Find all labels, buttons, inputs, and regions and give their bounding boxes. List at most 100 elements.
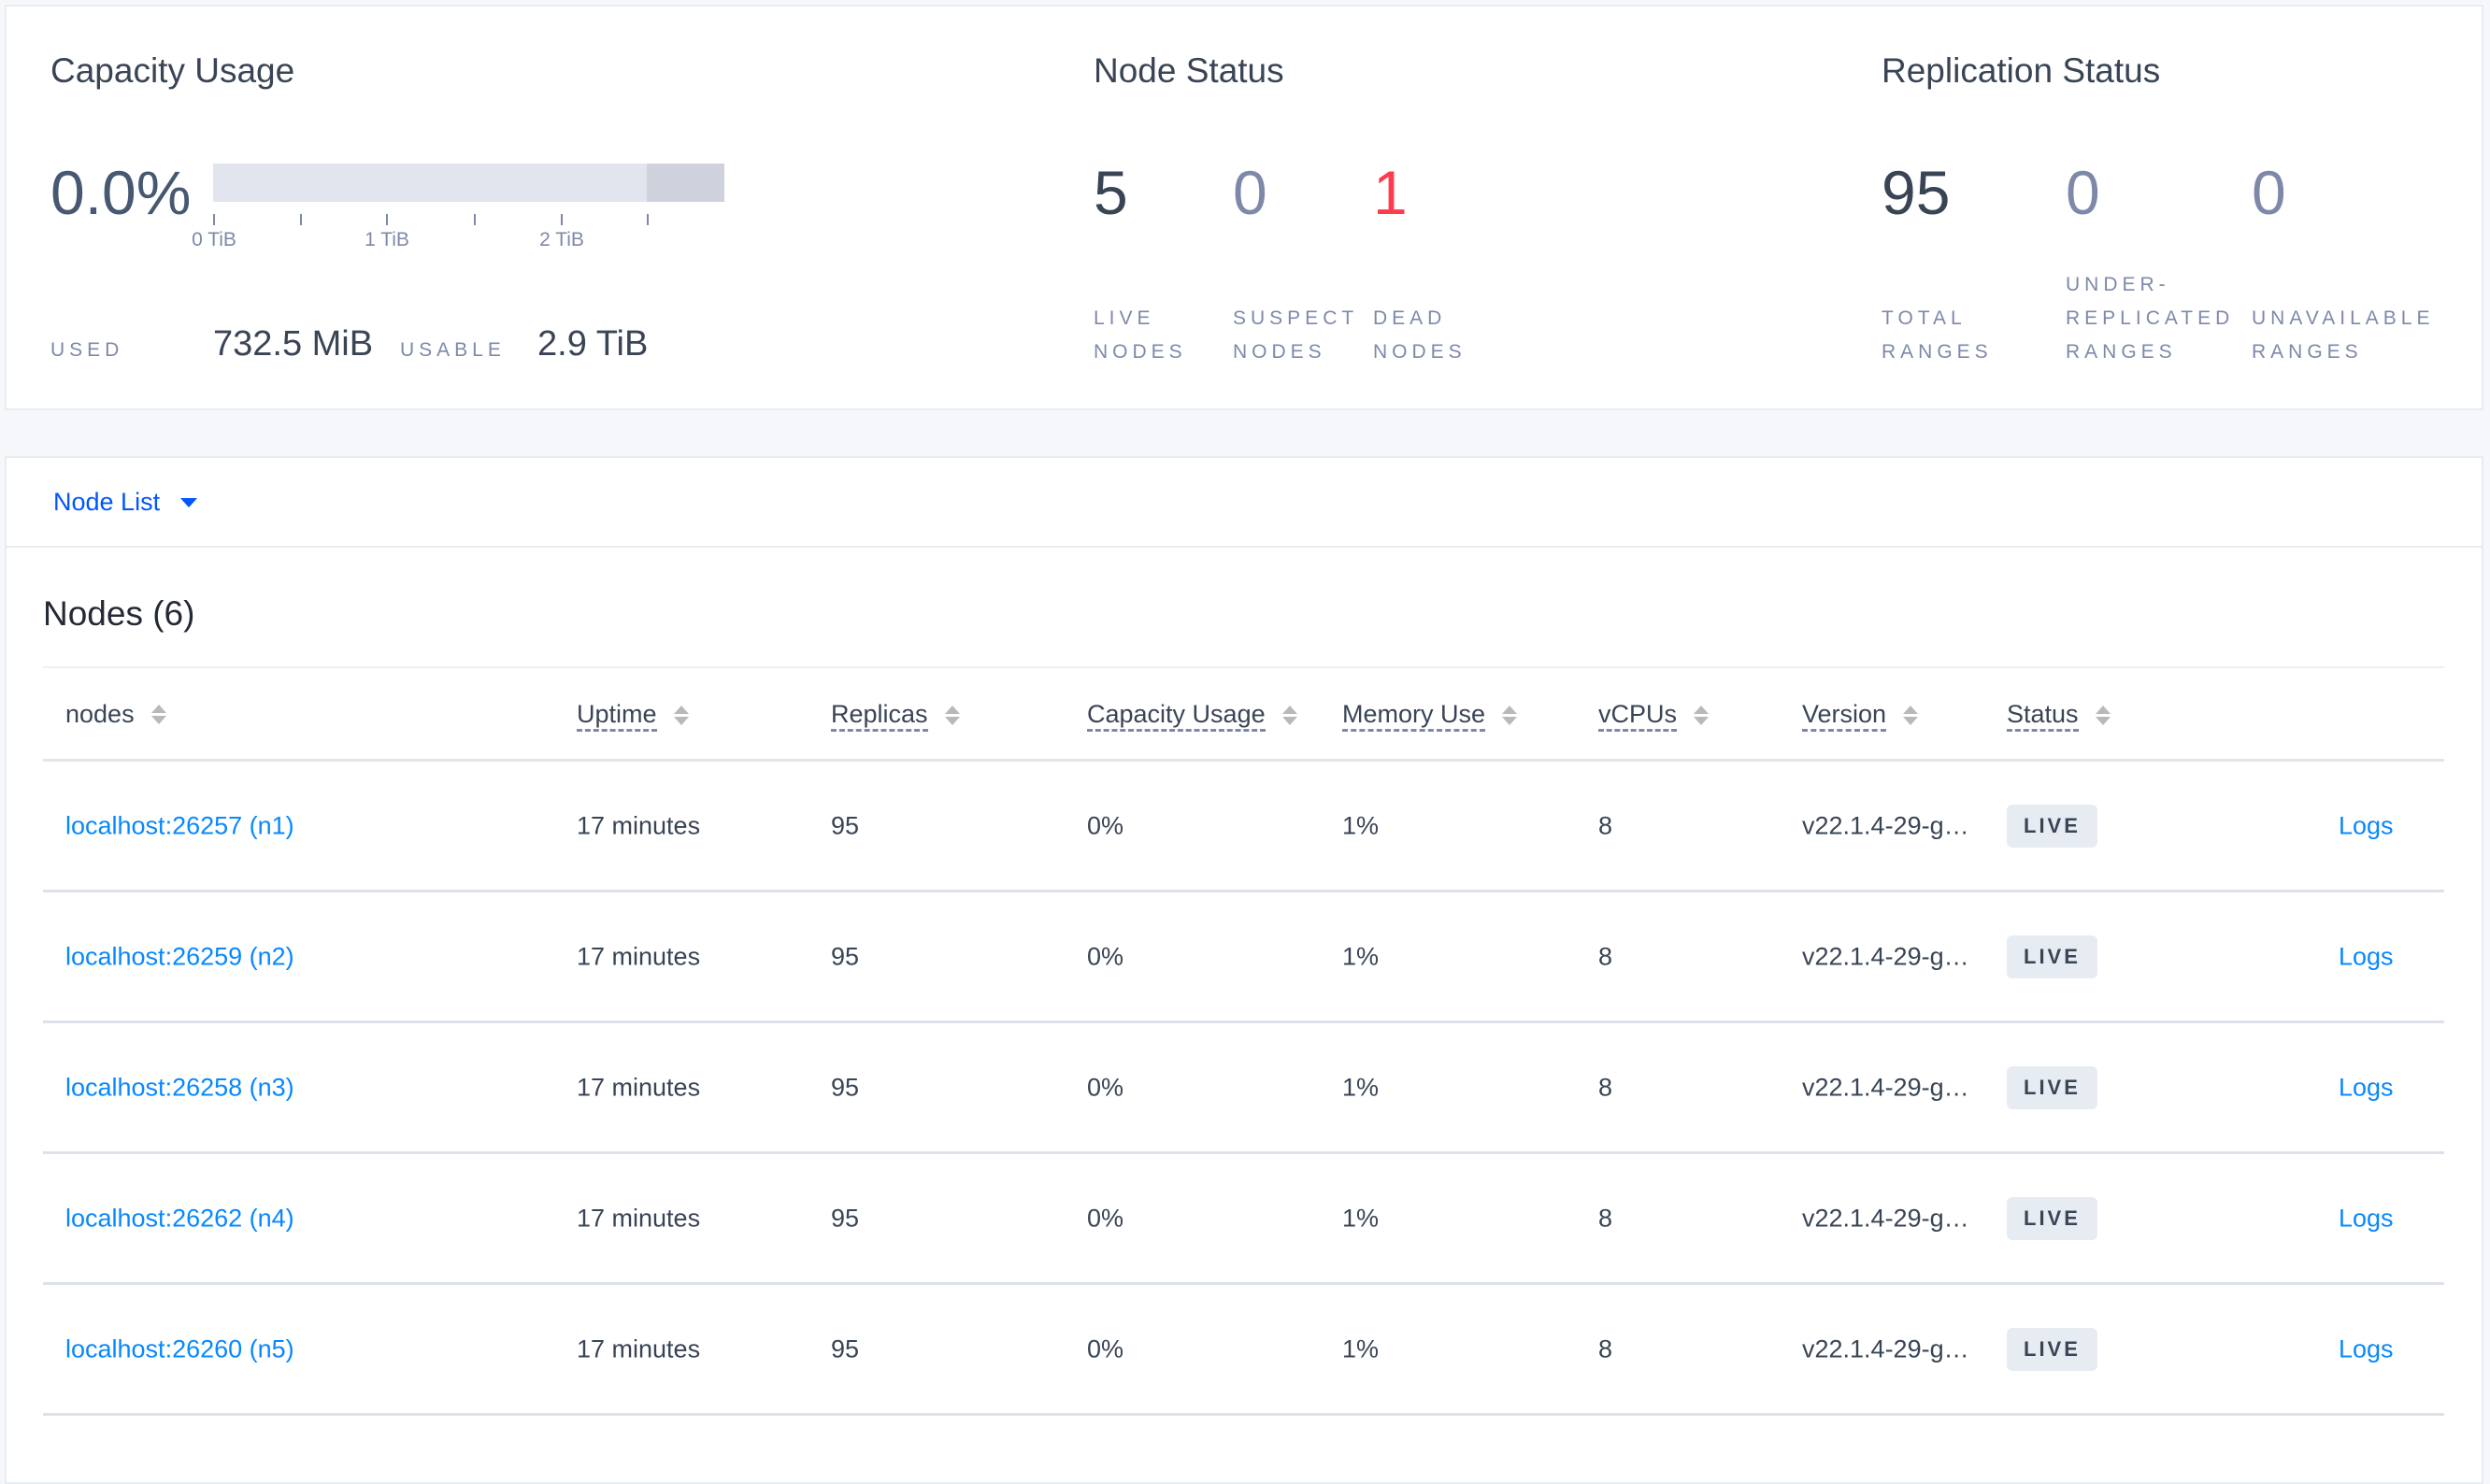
logs-link[interactable]: Logs [2339, 1334, 2394, 1363]
status-badge: LIVE [2007, 1065, 2097, 1109]
cell-capacity: 0% [1087, 811, 1124, 839]
stat-value: 0 [2252, 158, 2286, 227]
column-header-label: nodes [65, 700, 135, 728]
node-link[interactable]: localhost:26258 (n3) [65, 1073, 294, 1101]
cell-uptime: 17 minutes [577, 811, 701, 839]
column-header-replicas[interactable]: Replicas [831, 699, 960, 732]
sort-up-icon [1281, 706, 1297, 714]
caret-down-icon [180, 497, 198, 507]
column-header-label: Replicas [831, 699, 928, 732]
cell-version: v22.1.4-29-g… [1802, 811, 1969, 839]
stat-label: NODES [1094, 341, 1187, 363]
column-header-uptime[interactable]: Uptime [577, 699, 689, 732]
node-link[interactable]: localhost:26260 (n5) [65, 1334, 294, 1363]
cell-uptime: 17 minutes [577, 1204, 701, 1232]
used-value: 732.5 MiB [213, 324, 374, 364]
stat-label: SUSPECT [1233, 307, 1359, 329]
stat-label: DEAD [1373, 307, 1447, 329]
column-header-label: Version [1802, 699, 1887, 732]
nodes-heading: Nodes (6) [43, 594, 195, 633]
cell-capacity: 0% [1087, 1204, 1124, 1232]
tick [386, 214, 388, 225]
cell-version: v22.1.4-29-g… [1802, 1204, 1969, 1232]
sort-up-icon [944, 706, 960, 714]
sort-up-icon [150, 704, 166, 713]
header-divider [43, 759, 2444, 762]
cell-replicas: 95 [831, 1334, 860, 1363]
capacity-percent: 0.0% [50, 158, 192, 227]
stat-value: 5 [1094, 158, 1128, 227]
sort-icon[interactable] [1502, 706, 1518, 725]
logs-link[interactable]: Logs [2339, 942, 2394, 970]
logs-link[interactable]: Logs [2339, 1073, 2394, 1101]
column-header-memory-use[interactable]: Memory Use [1342, 699, 1518, 732]
node-link[interactable]: localhost:26262 (n4) [65, 1204, 294, 1232]
summary-card: Capacity Usage 0.0% 0 TiB 1 TiB 2 TiB US… [5, 5, 2483, 410]
table-row: localhost:26262 (n4) 17 minutes 95 0% 1% 8 v22… [43, 1154, 2444, 1285]
stat-label: RANGES [2066, 341, 2177, 363]
cell-vcpus: 8 [1598, 811, 1613, 839]
cell-replicas: 95 [831, 1204, 860, 1232]
sort-icon[interactable] [1694, 706, 1710, 725]
tick [213, 214, 215, 225]
sort-up-icon [673, 706, 689, 714]
sort-down-icon [944, 717, 960, 725]
stat-label: REPLICATED [2066, 307, 2235, 329]
used-label: USED [50, 339, 124, 361]
cell-memory: 1% [1342, 942, 1380, 970]
tick [647, 214, 649, 225]
sort-down-icon [673, 717, 689, 725]
capacity-bar-reserved [647, 164, 724, 202]
cell-memory: 1% [1342, 1073, 1380, 1101]
sort-down-icon [150, 715, 166, 724]
stat-label: LIVE [1094, 307, 1155, 329]
status-badge: LIVE [2007, 935, 2097, 978]
stat-label: RANGES [2252, 341, 2363, 363]
column-header-version[interactable]: Version [1802, 699, 1919, 732]
cell-vcpus: 8 [1598, 942, 1613, 970]
logs-link[interactable]: Logs [2339, 811, 2394, 839]
stat-label: UNAVAILABLE [2252, 307, 2435, 329]
node-link[interactable]: localhost:26259 (n2) [65, 942, 294, 970]
sort-icon[interactable] [1281, 706, 1297, 725]
node-list-dropdown[interactable]: Node List [53, 488, 198, 517]
replication-status-title: Replication Status [1882, 51, 2161, 90]
cell-uptime: 17 minutes [577, 942, 701, 970]
stat-value: 0 [1233, 158, 1267, 227]
tick [561, 214, 563, 225]
cell-vcpus: 8 [1598, 1204, 1613, 1232]
logs-link[interactable]: Logs [2339, 1204, 2394, 1232]
cell-uptime: 17 minutes [577, 1334, 701, 1363]
sort-down-icon [2095, 717, 2111, 725]
column-header-status[interactable]: Status [2007, 699, 2111, 732]
stat-value: 95 [1882, 158, 1951, 227]
status-badge: LIVE [2007, 804, 2097, 848]
table-row: localhost:26259 (n2) 17 minutes 95 0% 1% 8 v22… [43, 892, 2444, 1023]
column-header-capacity-usage[interactable]: Capacity Usage [1087, 699, 1297, 732]
usable-value: 2.9 TiB [537, 324, 649, 364]
cell-vcpus: 8 [1598, 1073, 1613, 1101]
capacity-usage-title: Capacity Usage [50, 51, 295, 90]
node-link[interactable]: localhost:26257 (n1) [65, 811, 294, 839]
column-header-label: vCPUs [1598, 699, 1678, 732]
sort-up-icon [1903, 706, 1919, 714]
cell-capacity: 0% [1087, 1334, 1124, 1363]
column-header-nodes[interactable]: nodes [65, 699, 166, 729]
cell-memory: 1% [1342, 1204, 1380, 1232]
sort-icon[interactable] [2095, 706, 2111, 725]
cell-uptime: 17 minutes [577, 1073, 701, 1101]
sort-icon[interactable] [673, 706, 689, 725]
tick-label: 2 TiB [539, 229, 584, 250]
sort-icon[interactable] [944, 706, 960, 725]
column-header-vcpus[interactable]: vCPUs [1598, 699, 1710, 732]
divider [7, 546, 2482, 548]
sort-icon[interactable] [150, 704, 166, 724]
cell-version: v22.1.4-29-g… [1802, 1334, 1969, 1363]
sort-icon[interactable] [1903, 706, 1919, 725]
cell-memory: 1% [1342, 1334, 1380, 1363]
sort-up-icon [2095, 706, 2111, 714]
status-badge: LIVE [2007, 1327, 2097, 1371]
column-header-label: Memory Use [1342, 699, 1486, 732]
stat-label: NODES [1373, 341, 1467, 363]
sort-down-icon [1502, 717, 1518, 725]
